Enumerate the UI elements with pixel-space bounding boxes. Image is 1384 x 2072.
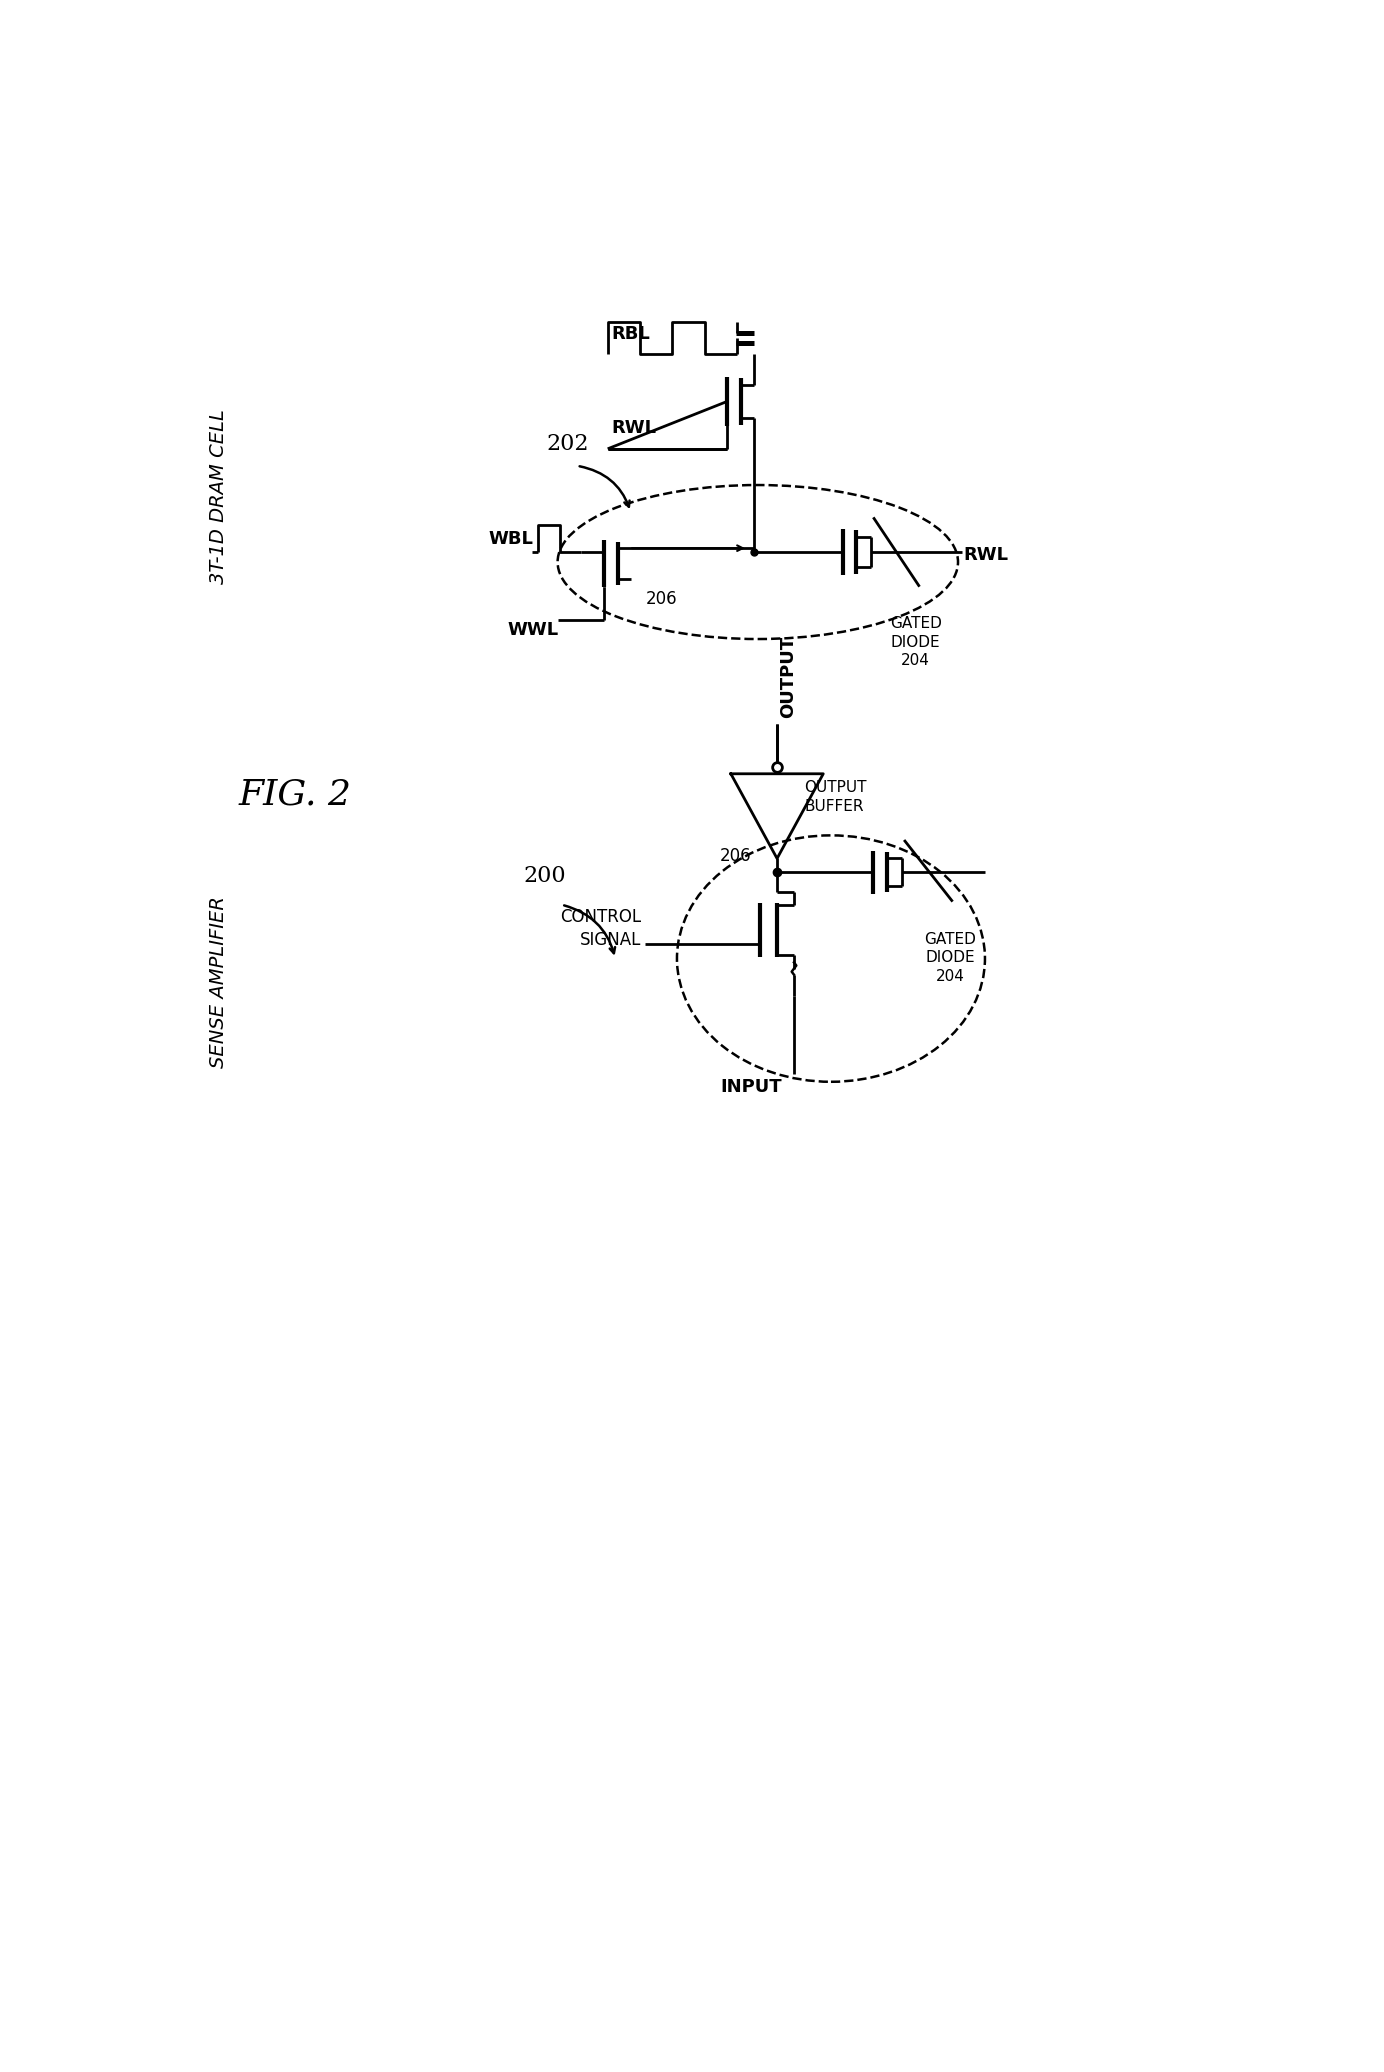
Text: 206: 206 — [720, 847, 752, 864]
Text: OUTPUT
BUFFER: OUTPUT BUFFER — [804, 779, 866, 814]
Text: INPUT: INPUT — [721, 1077, 782, 1096]
Text: 206: 206 — [646, 591, 678, 609]
Text: RWL: RWL — [963, 545, 1009, 564]
Text: GATED
DIODE
204: GATED DIODE 204 — [890, 615, 941, 667]
Text: 202: 202 — [547, 433, 588, 456]
Text: SENSE AMPLIFIER: SENSE AMPLIFIER — [209, 895, 228, 1067]
Text: FIG. 2: FIG. 2 — [238, 777, 352, 812]
Text: WWL: WWL — [508, 622, 559, 638]
Text: 3T-1D DRAM CELL: 3T-1D DRAM CELL — [209, 408, 228, 584]
Text: RBL: RBL — [612, 325, 650, 342]
Text: GATED
DIODE
204: GATED DIODE 204 — [925, 932, 976, 984]
Text: RWL: RWL — [612, 419, 656, 437]
Text: CONTROL
SIGNAL: CONTROL SIGNAL — [559, 908, 641, 949]
Text: OUTPUT: OUTPUT — [779, 636, 797, 719]
Text: WBL: WBL — [489, 530, 533, 549]
Text: 200: 200 — [523, 864, 566, 887]
